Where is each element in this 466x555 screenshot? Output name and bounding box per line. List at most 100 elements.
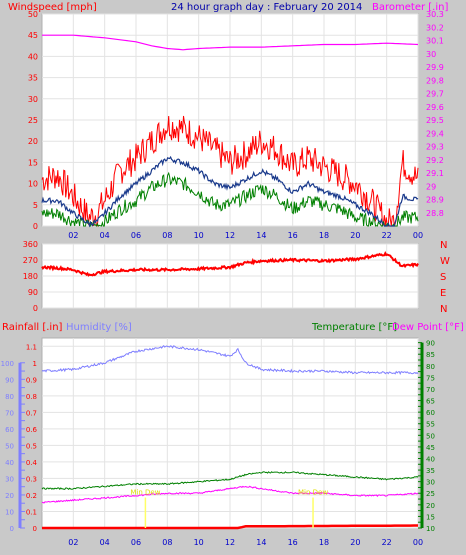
x-tick: 22	[382, 231, 392, 240]
compass-label: W	[440, 256, 450, 267]
min-dew-annotation: Min Dew	[130, 489, 160, 497]
series-wind-gust	[41, 115, 419, 227]
y-right-tick: 30.3	[426, 10, 444, 19]
x-tick: 00	[413, 231, 423, 240]
y-left-tick: 25	[28, 116, 38, 125]
y-rain-tick: 0.4	[26, 459, 38, 467]
y-right-tick: 29.9	[426, 63, 444, 72]
x-tick: 10	[194, 231, 204, 240]
y-right-tick: 29.7	[426, 90, 444, 99]
series-barometer	[42, 34, 419, 51]
y-humidity-tick: 60	[5, 426, 14, 434]
y-right-tick: 29	[426, 182, 436, 191]
x-tick: 08	[162, 231, 172, 240]
y-right-tick: 30	[426, 50, 436, 59]
y-humidity-tick: 20	[5, 492, 14, 500]
y-rain-tick: 0.1	[26, 508, 37, 516]
y-left-tick: 20	[28, 137, 38, 146]
y-temp-tick: 20	[426, 502, 435, 510]
y-right-tick: 28.8	[426, 209, 444, 218]
temperature-axis-label: Temperature [°F]	[311, 322, 397, 333]
x-tick: 12	[225, 231, 235, 240]
y-rain-tick: 0.2	[26, 492, 37, 500]
y-temp-tick: 85	[426, 351, 435, 359]
y-right-tick: 29.4	[426, 129, 444, 138]
y-temp-tick: 35	[426, 467, 435, 475]
y-right-tick: 28.9	[426, 196, 444, 205]
x-tick: 16	[288, 231, 298, 240]
y-temp-tick: 40	[426, 455, 435, 463]
y-rain-tick: 1.1	[26, 343, 37, 351]
y-left-tick: 0	[33, 222, 38, 231]
y-temp-tick: 60	[426, 409, 435, 417]
series-rainfall	[42, 524, 418, 530]
x-tick: 06	[131, 538, 141, 547]
y-left-tick: 45	[28, 31, 38, 40]
y-right-tick: 30.1	[426, 37, 444, 46]
series-temperature	[41, 471, 419, 490]
compass-label: E	[440, 288, 446, 299]
y-temp-tick: 15	[426, 513, 435, 521]
y-temp-tick: 25	[426, 490, 435, 498]
y-right-tick: 30.2	[426, 23, 444, 32]
y-temp-tick: 90	[426, 340, 435, 348]
series-wind-average	[41, 155, 419, 228]
x-tick: 18	[319, 231, 329, 240]
y-humidity-tick: 0	[10, 525, 14, 533]
y-left-axis-label: Windspeed [mph]	[8, 2, 97, 13]
y-rain-tick: 0.9	[26, 376, 37, 384]
series-dew-point	[41, 485, 419, 504]
y-rain-tick: 0.3	[26, 475, 37, 483]
y-temp-tick: 75	[426, 374, 435, 382]
y-humidity-tick: 80	[5, 393, 14, 401]
x-tick: 20	[350, 538, 360, 547]
x-tick: 08	[162, 538, 172, 547]
x-tick: 16	[288, 538, 298, 547]
y-right-tick: 29.8	[426, 76, 444, 85]
y-direction-tick: 360	[23, 240, 38, 249]
y-temp-tick: 50	[426, 432, 435, 440]
y-right-axis-label: Barometer [.in]	[372, 2, 448, 13]
y-rain-tick: 1	[33, 360, 37, 368]
y-right-tick: 29.2	[426, 156, 444, 165]
chart-title: 24 hour graph day : February 20 2014	[171, 2, 362, 13]
y-humidity-tick: 40	[5, 459, 14, 467]
y-humidity-tick: 30	[5, 475, 14, 483]
y-left-tick: 35	[28, 74, 38, 83]
y-direction-tick: 270	[23, 256, 38, 265]
y-left-tick: 15	[28, 158, 38, 167]
y-temp-tick: 70	[426, 386, 435, 394]
series-wind-low	[41, 171, 419, 227]
y-humidity-tick: 90	[5, 376, 14, 384]
series-wind-direction	[41, 250, 419, 277]
y-temp-tick: 65	[426, 398, 435, 406]
y-right-tick: 29.1	[426, 169, 444, 178]
compass-label: N	[440, 240, 447, 251]
y-temp-tick: 45	[426, 444, 435, 452]
y-rain-tick: 0.5	[26, 442, 37, 450]
x-tick: 12	[225, 538, 235, 547]
y-rain-tick: 0.8	[26, 393, 37, 401]
x-tick: 20	[350, 231, 360, 240]
y-temp-tick: 55	[426, 421, 435, 429]
compass-label: S	[440, 272, 446, 283]
x-tick: 04	[100, 538, 110, 547]
y-direction-tick: 0	[33, 304, 38, 313]
y-direction-tick: 180	[23, 272, 38, 281]
x-tick: 14	[256, 231, 266, 240]
x-tick: 00	[413, 538, 423, 547]
y-temp-tick: 10	[426, 525, 435, 533]
y-right-tick: 29.3	[426, 143, 444, 152]
x-tick: 22	[382, 538, 392, 547]
y-temp-tick: 30	[426, 479, 435, 487]
y-rain-tick: 0.7	[26, 409, 37, 417]
x-tick: 14	[256, 538, 266, 547]
x-tick: 18	[319, 538, 329, 547]
y-direction-tick: 90	[28, 288, 38, 297]
y-rain-tick: 0.6	[26, 426, 38, 434]
rainfall-axis-label: Rainfall [.in]	[2, 322, 63, 333]
x-tick: 02	[68, 538, 78, 547]
y-humidity-tick: 70	[5, 409, 14, 417]
